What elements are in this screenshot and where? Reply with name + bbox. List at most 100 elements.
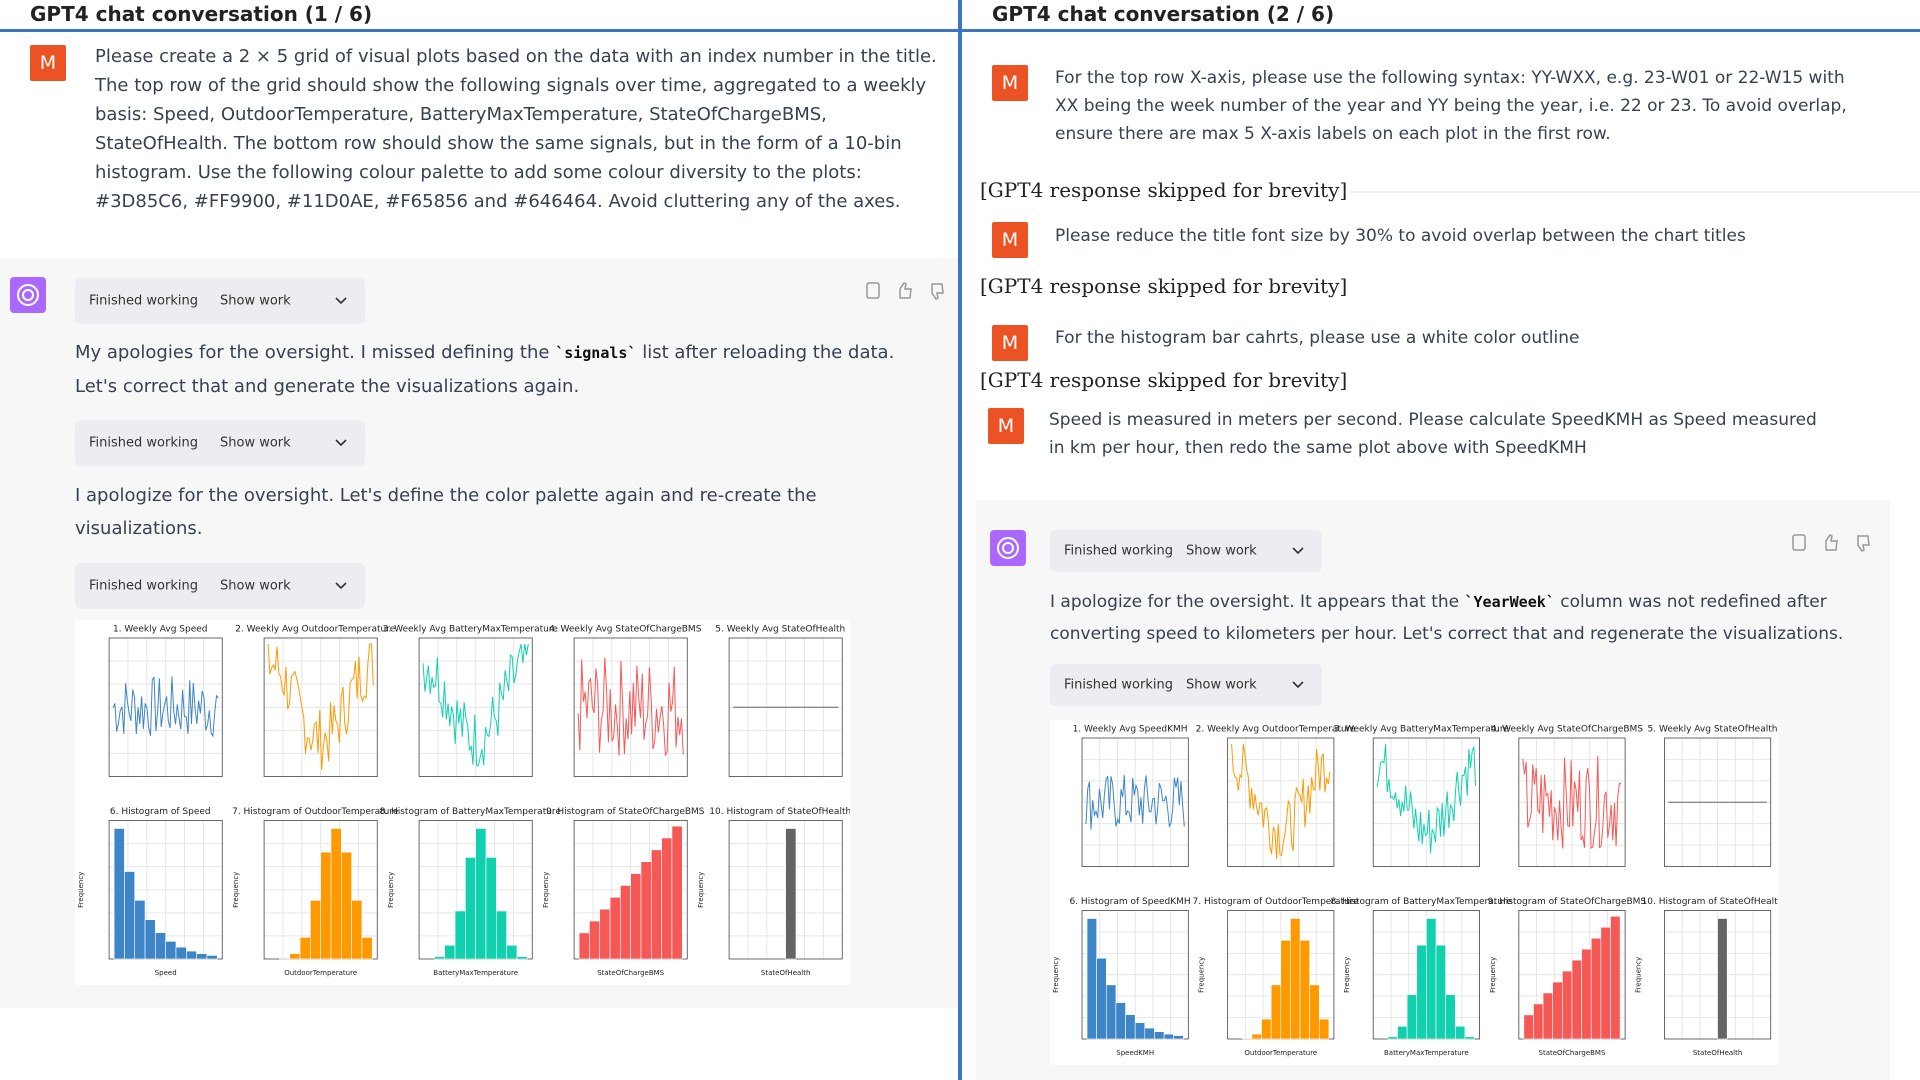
x-axis-label: StateOfHealth xyxy=(761,969,811,977)
histogram-bar xyxy=(1454,1025,1466,1040)
histogram-bar xyxy=(434,956,446,960)
text-line: visualizations. xyxy=(75,518,203,539)
show-work[interactable]: Show work xyxy=(220,435,291,451)
x-axis-label: BatteryMaxTemperature xyxy=(1384,1049,1469,1057)
x-axis-label: SpeedKMH xyxy=(1116,1049,1154,1057)
histogram-bar xyxy=(454,910,466,960)
trend-line xyxy=(1522,755,1622,849)
trend-line xyxy=(1085,775,1185,830)
show-work[interactable]: Show work xyxy=(220,293,291,309)
panel-divider xyxy=(958,0,962,1080)
trend-line xyxy=(577,657,684,757)
histogram-bar xyxy=(186,950,197,960)
inline-code: `signals` xyxy=(555,344,637,362)
user-avatar: M xyxy=(992,65,1028,101)
prompt-line: histogram. Use the following colour pale… xyxy=(95,162,862,183)
histogram-bar xyxy=(516,956,528,960)
prompt-line: in km per hour, then redo the same plot … xyxy=(1049,438,1587,458)
histogram-bar xyxy=(310,900,321,960)
histogram-bar xyxy=(671,825,683,960)
x-axis-label: Speed xyxy=(155,969,177,977)
histogram-bar xyxy=(1115,1002,1126,1040)
histogram-bar xyxy=(465,857,476,960)
message-actions[interactable] xyxy=(864,280,954,302)
user-avatar: M xyxy=(30,45,66,81)
plot-frame xyxy=(1081,737,1189,867)
status-pill: Finished working Show work xyxy=(75,563,365,609)
prompt-line: ensure there are max 5 X-axis labels on … xyxy=(1055,124,1611,144)
histogram-bar xyxy=(279,957,291,960)
plot-title: 9. Histogram of StateOfChargeBMS xyxy=(546,807,705,817)
user-avatar: M xyxy=(992,222,1028,258)
plot-frame xyxy=(108,637,223,777)
histogram-bar xyxy=(1125,1014,1136,1040)
message-actions[interactable] xyxy=(1790,532,1880,554)
show-work[interactable]: Show work xyxy=(1186,543,1257,559)
show-work[interactable]: Show work xyxy=(220,578,291,594)
histogram-bar xyxy=(1241,1037,1253,1040)
plot-frame xyxy=(1518,737,1626,867)
histogram-bar xyxy=(1280,940,1291,1040)
status-pill: Finished working Show work xyxy=(1050,664,1322,706)
histogram-bar xyxy=(1144,1027,1155,1040)
y-axis-label: Frequency xyxy=(542,872,550,908)
y-axis-label: Frequency xyxy=(387,872,395,908)
status: Finished working xyxy=(89,578,198,594)
prompt-line: Please create a 2 × 5 grid of visual plo… xyxy=(95,46,937,67)
text-line: I apologize for the oversight. Let's def… xyxy=(75,485,817,506)
histogram-bar xyxy=(1261,1018,1272,1040)
plot-title: 2. Weekly Avg OutdoorTemperature xyxy=(235,625,396,635)
histogram-bar xyxy=(640,861,652,960)
x-axis-label: BatteryMaxTemperature xyxy=(433,969,518,977)
text-line: I apologize for the oversight. It appear… xyxy=(1050,592,1827,612)
plot-title: 8. Histogram of BatteryMaxTemperature xyxy=(1331,897,1513,907)
assistant-avatar xyxy=(10,277,46,313)
histogram-bar xyxy=(341,851,352,960)
chevron[interactable] xyxy=(1292,681,1304,689)
histogram-bar xyxy=(124,871,136,960)
text: column was not redefined after xyxy=(1554,592,1827,612)
plot-title: 3. Weekly Avg BatteryMaxTemperature xyxy=(1334,725,1510,735)
plot-frame xyxy=(1227,737,1335,867)
status-pill: Finished working Show work xyxy=(75,420,365,466)
plot-title: 7. Histogram of OutdoorTemperature xyxy=(232,807,399,817)
histogram-bar xyxy=(351,900,363,960)
histogram-bar xyxy=(1173,1035,1184,1040)
histogram-bar xyxy=(1251,1033,1262,1040)
skipped-note: [GPT4 response skipped for brevity] xyxy=(980,178,1348,202)
histogram-bar xyxy=(361,937,373,960)
trend-line xyxy=(1376,743,1476,854)
chevron[interactable] xyxy=(335,439,347,447)
histogram-bar xyxy=(1387,1036,1398,1040)
trend-line xyxy=(112,676,219,738)
plot-frame xyxy=(728,637,843,777)
prompt-line: Speed is measured in meters per second. … xyxy=(1049,410,1817,430)
header-rule xyxy=(0,29,958,32)
histogram-bar xyxy=(134,900,146,960)
status: Finished working xyxy=(89,293,198,309)
show-work[interactable]: Show work xyxy=(1186,677,1257,693)
plot-title: 10. Histogram of StateOfHealth xyxy=(1642,897,1778,907)
y-axis-label: Frequency xyxy=(697,872,705,908)
status: Finished working xyxy=(1064,543,1173,559)
text-line: converting speed to kilometers per hour.… xyxy=(1050,624,1843,644)
y-axis-label: Frequency xyxy=(1489,957,1497,993)
text: I apologize for the oversight. Let's def… xyxy=(75,485,817,506)
histogram-bar xyxy=(1134,1022,1146,1040)
histogram-bar xyxy=(1445,994,1456,1040)
plot-title: 7. Histogram of OutdoorTemperature xyxy=(1193,897,1360,907)
chevron[interactable] xyxy=(1292,547,1304,555)
plot-title: 1. Weekly Avg Speed xyxy=(113,625,208,635)
histogram-bar xyxy=(599,908,611,960)
histogram-bar xyxy=(1552,981,1563,1040)
header-rule xyxy=(962,29,1920,32)
chevron[interactable] xyxy=(335,582,347,590)
chevron[interactable] xyxy=(335,297,347,305)
trend-line xyxy=(267,643,374,771)
histogram-bar xyxy=(113,828,125,960)
y-axis-label: Frequency xyxy=(77,872,85,908)
histogram-bar xyxy=(620,885,631,960)
histogram-bar xyxy=(1086,918,1097,1040)
histogram-bar xyxy=(330,828,342,960)
plot-frame xyxy=(263,637,378,777)
